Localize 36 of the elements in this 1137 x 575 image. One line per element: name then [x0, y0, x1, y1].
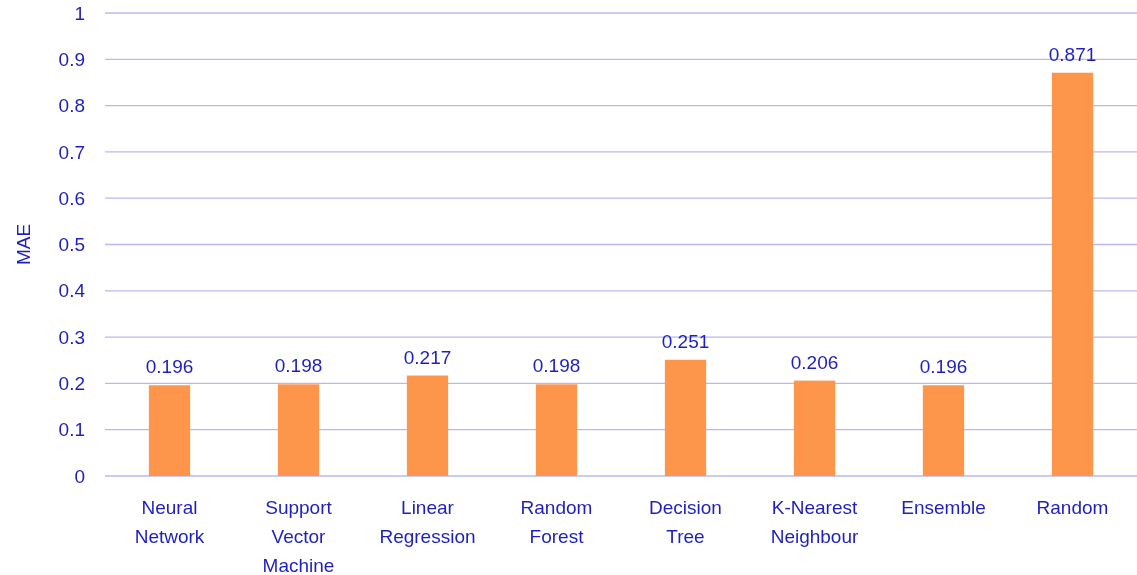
data-label: 0.198 — [274, 355, 323, 377]
x-tick-label: Random — [1036, 497, 1109, 518]
x-tick-label: K-Nearest Neighbour — [770, 497, 860, 547]
y-tick-label: 0 — [74, 465, 85, 487]
y-tick-label: 0.7 — [58, 141, 85, 163]
data-label: 0.871 — [1048, 43, 1097, 65]
y-tick-label: 0.8 — [58, 95, 85, 117]
y-axis-title: MAE — [13, 223, 34, 266]
data-label: 0.198 — [532, 355, 581, 377]
data-label: 0.206 — [790, 351, 839, 373]
x-tick-label: Random Forest — [520, 497, 593, 547]
data-label: 0.196 — [145, 356, 194, 378]
y-tick-label: 0.3 — [58, 326, 85, 348]
x-tick-label: Decision Tree — [649, 497, 722, 547]
data-label: 0.217 — [403, 346, 452, 368]
y-tick-label: 1 — [74, 2, 85, 24]
y-tick-label: 0.4 — [58, 280, 86, 302]
bar — [1051, 72, 1094, 476]
bar — [406, 375, 449, 476]
x-tick-label: Neural Network — [134, 497, 205, 547]
bar — [148, 385, 191, 476]
bar — [277, 384, 320, 476]
y-tick-label: 0.9 — [58, 48, 85, 70]
y-tick-label: 0.2 — [58, 373, 85, 395]
bar — [922, 385, 965, 476]
data-label: 0.196 — [919, 356, 968, 378]
x-tick-label: Ensemble — [901, 497, 986, 518]
y-tick-label: 0.6 — [58, 187, 85, 209]
x-tick-label: Linear Regression — [379, 497, 476, 547]
bar — [535, 384, 578, 476]
y-tick-label: 0.1 — [58, 419, 85, 441]
data-label: 0.251 — [661, 330, 710, 352]
bar — [664, 359, 707, 476]
x-tick-label: Support Vector Machine — [262, 497, 335, 575]
y-tick-label: 0.5 — [58, 234, 85, 256]
bar — [793, 380, 836, 476]
